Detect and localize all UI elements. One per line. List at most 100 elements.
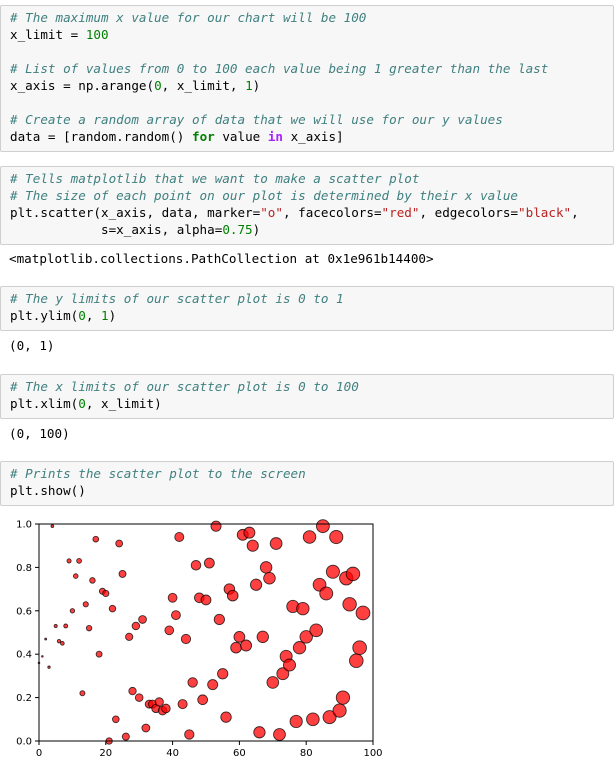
code-cell-4[interactable]: # The x limits of our scatter plot is 0 … — [0, 374, 614, 419]
data-point — [190, 559, 202, 571]
data-point — [352, 640, 367, 655]
data-point — [66, 558, 72, 564]
code-token: 0 — [154, 78, 162, 93]
data-point — [121, 732, 130, 741]
code-token: , — [85, 308, 102, 323]
y-tick-label: 0.0 — [16, 737, 32, 748]
data-point — [134, 693, 144, 702]
code-token: # The maximum x value for our chart will… — [10, 10, 367, 25]
data-point — [171, 610, 181, 621]
cell-output-3: (0, 1) — [9, 338, 55, 353]
data-point — [276, 667, 290, 681]
code-token: ) — [252, 78, 261, 93]
code-token: plt.xlim( — [10, 396, 79, 411]
code-line: plt.xlim(0, x_limit) — [10, 395, 604, 412]
data-point — [345, 566, 361, 582]
data-point — [302, 530, 317, 544]
data-point — [259, 561, 273, 574]
data-point — [299, 630, 313, 644]
y-tick-label: 1.0 — [16, 520, 32, 531]
data-point — [349, 653, 364, 668]
data-point — [112, 715, 120, 724]
data-point — [85, 624, 93, 632]
y-tick-label: 0.6 — [16, 606, 32, 617]
cell-output-2: <matplotlib.collections.PathCollection a… — [9, 251, 434, 266]
data-point — [187, 677, 198, 688]
code-token: "black" — [518, 205, 572, 220]
code-cell-5[interactable]: # Prints the scatter plot to the screen p… — [0, 461, 614, 506]
code-cell-1[interactable]: # The maximum x value for our chart will… — [0, 5, 614, 152]
data-point — [226, 589, 239, 602]
code-token: for — [191, 129, 215, 144]
data-point — [282, 658, 297, 672]
code-token: , x_limit, — [161, 78, 246, 93]
code-line: ​ — [10, 94, 604, 111]
y-tick-label: 0.4 — [16, 650, 32, 661]
data-point — [76, 558, 82, 564]
x-tick-label: 0 — [36, 748, 42, 759]
scatter-plot: 0 20 40 60 80 100 0.0 0.2 0.4 0.6 0.8 1.0 — [16, 519, 383, 759]
code-token: , — [571, 205, 579, 220]
data-point — [230, 641, 242, 654]
code-token: # List of values from 0 to 100 each valu… — [10, 61, 549, 76]
code-token: x_axis] — [282, 129, 344, 144]
code-cell-3[interactable]: # The y limits of our scatter plot is 0 … — [0, 286, 614, 331]
code-token: , x_limit) — [85, 396, 162, 411]
y-tick-label: 0.2 — [16, 693, 32, 704]
x-tick-label: 40 — [166, 748, 179, 759]
code-token: # The x limits of our scatter plot is 0 … — [10, 379, 359, 394]
data-point — [256, 630, 269, 644]
data-point — [161, 703, 171, 714]
data-point — [69, 608, 76, 614]
code-line: # Create a random array of data that we … — [10, 111, 604, 128]
code-line: plt.scatter(x_axis, data, marker="o", fa… — [10, 204, 604, 221]
data-point — [309, 623, 324, 638]
data-point — [342, 597, 357, 612]
code-line: # List of values from 0 to 100 each valu… — [10, 60, 604, 77]
code-token: # Create a random array of data that we … — [10, 112, 503, 127]
code-token: 0 — [78, 308, 86, 323]
data-point — [167, 592, 178, 603]
data-point — [60, 641, 65, 646]
data-point — [296, 601, 310, 616]
data-point — [319, 586, 334, 601]
code-token: , edgecolors= — [419, 205, 519, 220]
data-point — [233, 630, 246, 643]
data-point — [250, 578, 263, 591]
code-token: # The size of each point on our plot is … — [10, 188, 518, 203]
code-line: # The x limits of our scatter plot is 0 … — [10, 378, 604, 395]
x-tick-label: 60 — [233, 748, 246, 759]
code-token: 0 — [78, 396, 86, 411]
code-line: # The y limits of our scatter plot is 0 … — [10, 290, 604, 307]
data-point — [118, 569, 127, 578]
data-point — [82, 601, 89, 608]
data-point — [335, 690, 351, 705]
data-point — [108, 604, 117, 613]
code-token: # Tells matplotlib that we want to make … — [10, 171, 420, 186]
data-point — [289, 714, 303, 729]
code-line: # The maximum x value for our chart will… — [10, 9, 604, 26]
data-point — [184, 729, 195, 740]
y-tick-label: 0.8 — [16, 563, 32, 574]
code-token: ) — [108, 308, 117, 323]
code-token: "o" — [260, 205, 283, 220]
data-point — [180, 633, 192, 645]
code-token: s=x_axis, alpha= — [10, 222, 223, 237]
data-point — [177, 699, 188, 710]
data-point — [292, 641, 307, 655]
code-token: x_limit = — [10, 27, 86, 42]
data-point — [203, 557, 215, 569]
data-point — [207, 679, 219, 691]
data-point — [355, 605, 371, 621]
data-point — [44, 637, 48, 641]
data-point — [210, 520, 222, 532]
data-point — [141, 723, 151, 733]
data-point — [217, 668, 229, 680]
code-token: 1 — [245, 78, 253, 93]
x-tick-label: 80 — [300, 748, 313, 759]
data-point — [50, 524, 55, 529]
code-cell-2[interactable]: # Tells matplotlib that we want to make … — [0, 166, 614, 245]
data-point — [220, 711, 232, 723]
data-point — [332, 703, 347, 718]
code-token: plt.ylim( — [10, 308, 79, 323]
